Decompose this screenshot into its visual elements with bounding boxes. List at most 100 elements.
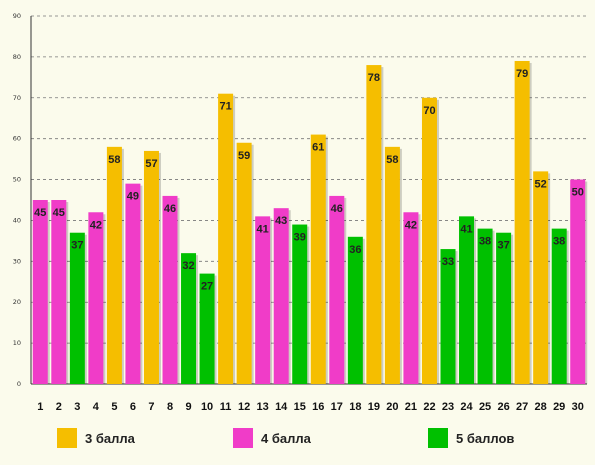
data-label: 70: [423, 105, 435, 117]
x-tick-label: 9: [185, 401, 191, 413]
bar: [199, 273, 215, 384]
bar: [273, 208, 289, 384]
x-tick-label: 6: [130, 401, 136, 413]
bar: [88, 212, 104, 384]
x-tick-label: 10: [201, 401, 213, 413]
data-label: 71: [219, 101, 231, 113]
data-label: 46: [164, 203, 176, 215]
bar: [32, 200, 48, 384]
bar: [106, 146, 122, 384]
bar: [310, 134, 326, 384]
data-label: 78: [368, 72, 380, 84]
bar: [551, 228, 567, 384]
legend-label: 4 балла: [261, 431, 312, 446]
bar: [162, 195, 178, 384]
data-label: 50: [572, 187, 584, 199]
y-tick-label: 0: [17, 380, 21, 388]
bar: [255, 216, 271, 384]
bar: [236, 142, 252, 384]
x-tick-label: 2: [56, 401, 62, 413]
bar: [440, 249, 456, 384]
x-tick-label: 25: [479, 401, 491, 413]
x-tick-label: 28: [535, 401, 547, 413]
bar: [570, 179, 586, 384]
x-tick-label: 24: [460, 401, 473, 413]
bar: [421, 97, 437, 385]
legend-swatch: [428, 428, 448, 448]
data-label: 46: [331, 203, 343, 215]
bar: [459, 216, 475, 384]
data-label: 52: [535, 178, 547, 190]
x-tick-label: 12: [238, 401, 250, 413]
x-tick-label: 30: [572, 401, 584, 413]
y-tick-label: 50: [13, 176, 21, 184]
data-label: 59: [238, 150, 250, 162]
legend-label: 3 балла: [85, 431, 136, 446]
bar: [384, 146, 400, 384]
bar: [143, 150, 159, 384]
data-label: 37: [71, 240, 83, 252]
x-tick-label: 15: [294, 401, 306, 413]
y-tick-label: 60: [13, 135, 21, 143]
legend-swatch: [57, 428, 77, 448]
x-tick-label: 26: [497, 401, 509, 413]
data-label: 79: [516, 68, 528, 80]
bar: [218, 93, 234, 384]
data-label: 58: [386, 154, 398, 166]
y-tick-label: 10: [13, 339, 21, 347]
bar: [347, 236, 363, 384]
x-tick-label: 21: [405, 401, 417, 413]
data-label: 49: [127, 191, 139, 203]
y-tick-label: 70: [13, 94, 21, 102]
bar: [403, 212, 419, 384]
bar: [533, 171, 549, 384]
legend-swatch: [233, 428, 253, 448]
data-label: 36: [349, 244, 361, 256]
data-label: 45: [34, 207, 46, 219]
bar: [514, 60, 530, 384]
x-tick-label: 22: [423, 401, 435, 413]
data-label: 38: [553, 236, 565, 248]
y-tick-label: 90: [13, 12, 21, 20]
x-tick-label: 23: [442, 401, 454, 413]
legend-label: 5 баллов: [456, 431, 514, 446]
x-tick-label: 27: [516, 401, 528, 413]
x-tick-label: 20: [386, 401, 398, 413]
x-tick-label: 11: [220, 401, 232, 413]
x-tick-label: 7: [148, 401, 154, 413]
y-tick-label: 20: [13, 298, 21, 306]
x-tick-label: 1: [37, 401, 43, 413]
data-label: 45: [53, 207, 65, 219]
x-tick-label: 29: [553, 401, 565, 413]
bar: [51, 200, 67, 384]
bar: [477, 228, 493, 384]
data-label: 61: [312, 142, 324, 154]
data-label: 41: [257, 223, 269, 235]
x-tick-label: 16: [312, 401, 324, 413]
data-label: 39: [294, 232, 306, 244]
x-tick-label: 19: [368, 401, 380, 413]
y-tick-label: 30: [13, 257, 21, 265]
x-tick-label: 14: [275, 401, 288, 413]
bar: [69, 232, 85, 384]
x-tick-label: 18: [349, 401, 361, 413]
x-tick-label: 4: [93, 401, 100, 413]
x-tick-label: 8: [167, 401, 173, 413]
data-label: 58: [108, 154, 120, 166]
y-tick-label: 40: [13, 216, 21, 224]
data-label: 27: [201, 281, 213, 293]
data-label: 42: [90, 219, 102, 231]
data-label: 43: [275, 215, 287, 227]
bar: [329, 195, 345, 384]
y-tick-label: 80: [13, 53, 21, 61]
bar: [366, 65, 382, 385]
data-label: 57: [145, 158, 157, 170]
data-label: 38: [479, 236, 491, 248]
x-tick-label: 13: [257, 401, 269, 413]
x-tick-label: 3: [74, 401, 80, 413]
data-label: 32: [182, 260, 194, 272]
data-label: 41: [460, 223, 472, 235]
bar: [125, 183, 141, 384]
